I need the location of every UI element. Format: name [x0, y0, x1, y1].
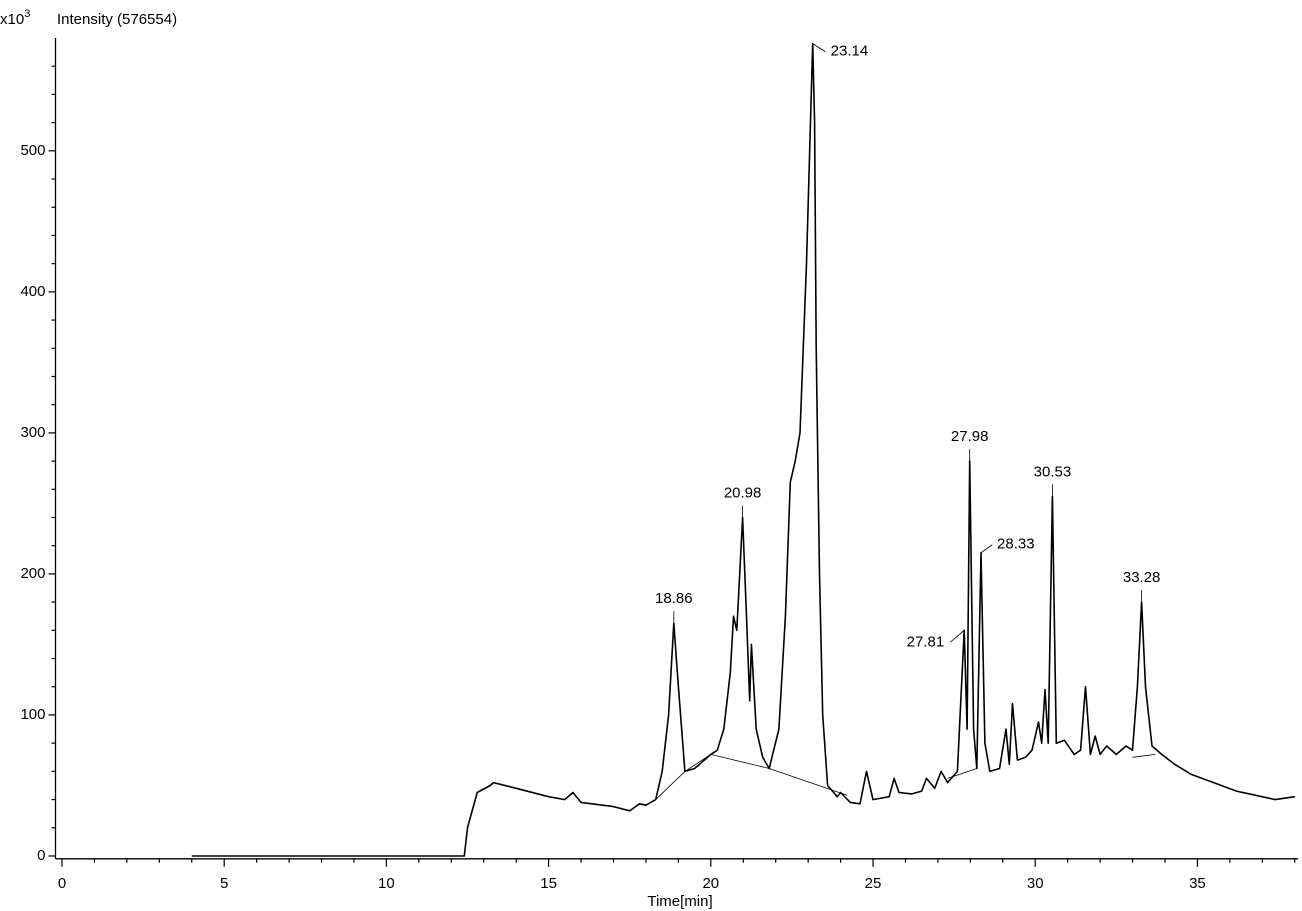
peak-label: 28.33	[997, 536, 1035, 553]
y-tick-label: 100	[20, 706, 45, 723]
y-unit-base: x10	[0, 11, 24, 28]
integration-baseline	[655, 753, 1156, 800]
y-tick-label: 200	[20, 565, 45, 582]
x-axis-label: Time[min]	[647, 893, 712, 910]
peak-label: 18.86	[655, 590, 693, 607]
leader-line	[812, 43, 826, 52]
x-tick-label: 10	[378, 875, 395, 892]
peak-label: 27.98	[951, 428, 989, 445]
y-axis-label: Intensity (576554)	[57, 11, 177, 28]
x-tick-label: 0	[58, 875, 66, 892]
x-tick-label: 5	[220, 875, 228, 892]
x-tick-label: 20	[702, 875, 719, 892]
peak-label: 27.81	[907, 633, 945, 650]
x-tick-label: 30	[1027, 875, 1044, 892]
leader-line	[949, 630, 965, 643]
x-tick-label: 35	[1189, 875, 1206, 892]
y-tick-label: 400	[20, 283, 45, 300]
x-tick-label: 15	[540, 875, 557, 892]
y-unit: x103	[0, 8, 30, 28]
peak-label: 33.28	[1123, 569, 1161, 586]
peak-label: 30.53	[1034, 463, 1072, 480]
chromatogram-trace	[191, 42, 1295, 857]
x-tick-label: 25	[865, 875, 882, 892]
y-tick-label: 300	[20, 424, 45, 441]
peak-label: 23.14	[831, 43, 869, 60]
peak-label: 20.98	[724, 484, 762, 501]
y-unit-exponent: 3	[24, 8, 30, 20]
y-tick-label: 0	[37, 847, 45, 864]
leader-line	[980, 544, 993, 554]
y-tick-label: 500	[20, 142, 45, 159]
